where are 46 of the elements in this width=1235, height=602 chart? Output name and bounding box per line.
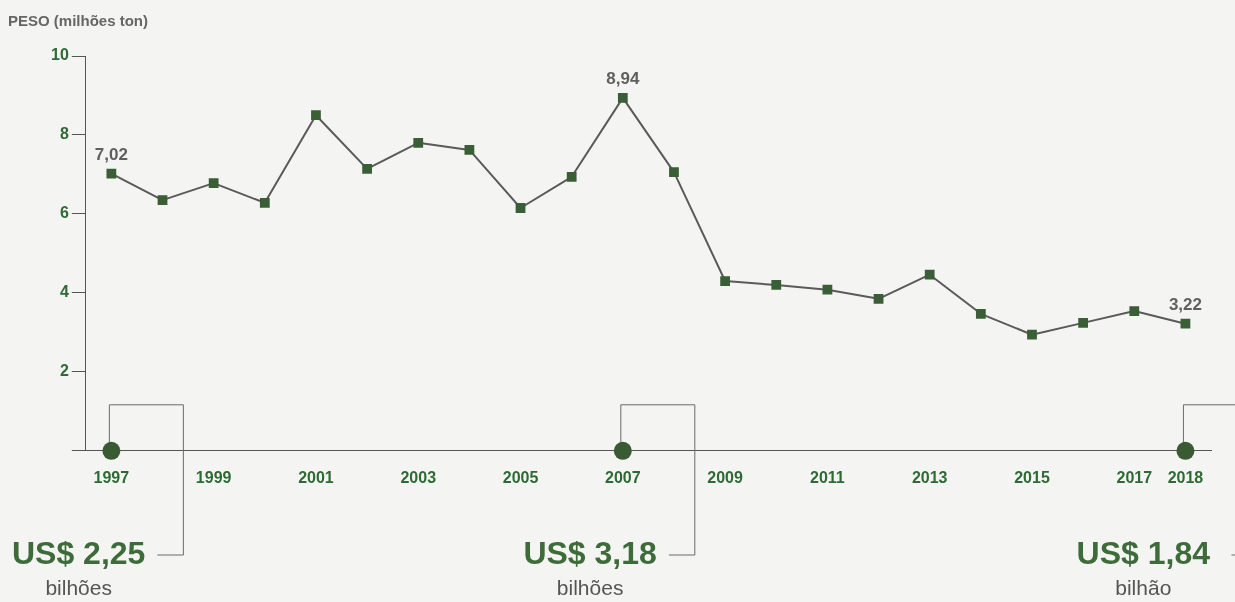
point xyxy=(413,137,424,148)
data-label: 3,22 xyxy=(1168,294,1202,314)
x-tick-label: 2005 xyxy=(502,468,539,486)
point xyxy=(566,171,577,182)
x-tick-label: 2011 xyxy=(810,468,845,486)
data-label: 8,94 xyxy=(606,69,640,89)
point xyxy=(617,92,628,103)
data-label: 7,02 xyxy=(94,144,128,164)
x-tick-label: 2009 xyxy=(707,468,744,486)
annotation: US$ 1,84 bilhão xyxy=(1076,534,1211,599)
point xyxy=(1129,306,1140,316)
y-tick-label: 8 xyxy=(59,125,69,143)
annotation: US$ 2,25 bilhões xyxy=(11,534,146,599)
x-tick-label: 2013 xyxy=(911,468,948,486)
point xyxy=(924,269,935,280)
point xyxy=(106,168,117,179)
y-tick-label: 4 xyxy=(59,283,69,301)
x-tick-label: 2001 xyxy=(298,468,334,486)
x-tick-label: 2007 xyxy=(605,468,641,486)
point xyxy=(873,293,884,304)
point xyxy=(975,308,986,319)
point xyxy=(362,164,372,174)
annotation: US$ 3,18 bilhões xyxy=(523,534,657,599)
point xyxy=(771,280,782,290)
y-axis-title: PESO (milhões ton) xyxy=(8,12,149,29)
point xyxy=(515,203,526,213)
x-tick-label: 1999 xyxy=(195,468,232,486)
point xyxy=(1180,318,1191,329)
x-tick-label: 2018 xyxy=(1167,468,1204,486)
point xyxy=(157,195,168,205)
point xyxy=(464,145,475,155)
x-tick-label: 2003 xyxy=(400,468,437,486)
x-tick-label: 2017 xyxy=(1116,468,1153,486)
point xyxy=(311,110,321,121)
y-tick-label: 10 xyxy=(51,46,69,64)
point xyxy=(1078,318,1089,328)
point xyxy=(822,284,833,295)
y-tick-label: 6 xyxy=(59,204,69,222)
point xyxy=(259,197,270,208)
point xyxy=(208,178,219,189)
y-tick-label: 2 xyxy=(59,362,69,380)
point xyxy=(1027,329,1037,340)
x-tick-label: 2015 xyxy=(1014,468,1050,486)
point xyxy=(720,276,731,286)
x-tick-label: 1997 xyxy=(93,468,130,486)
point xyxy=(669,167,679,177)
